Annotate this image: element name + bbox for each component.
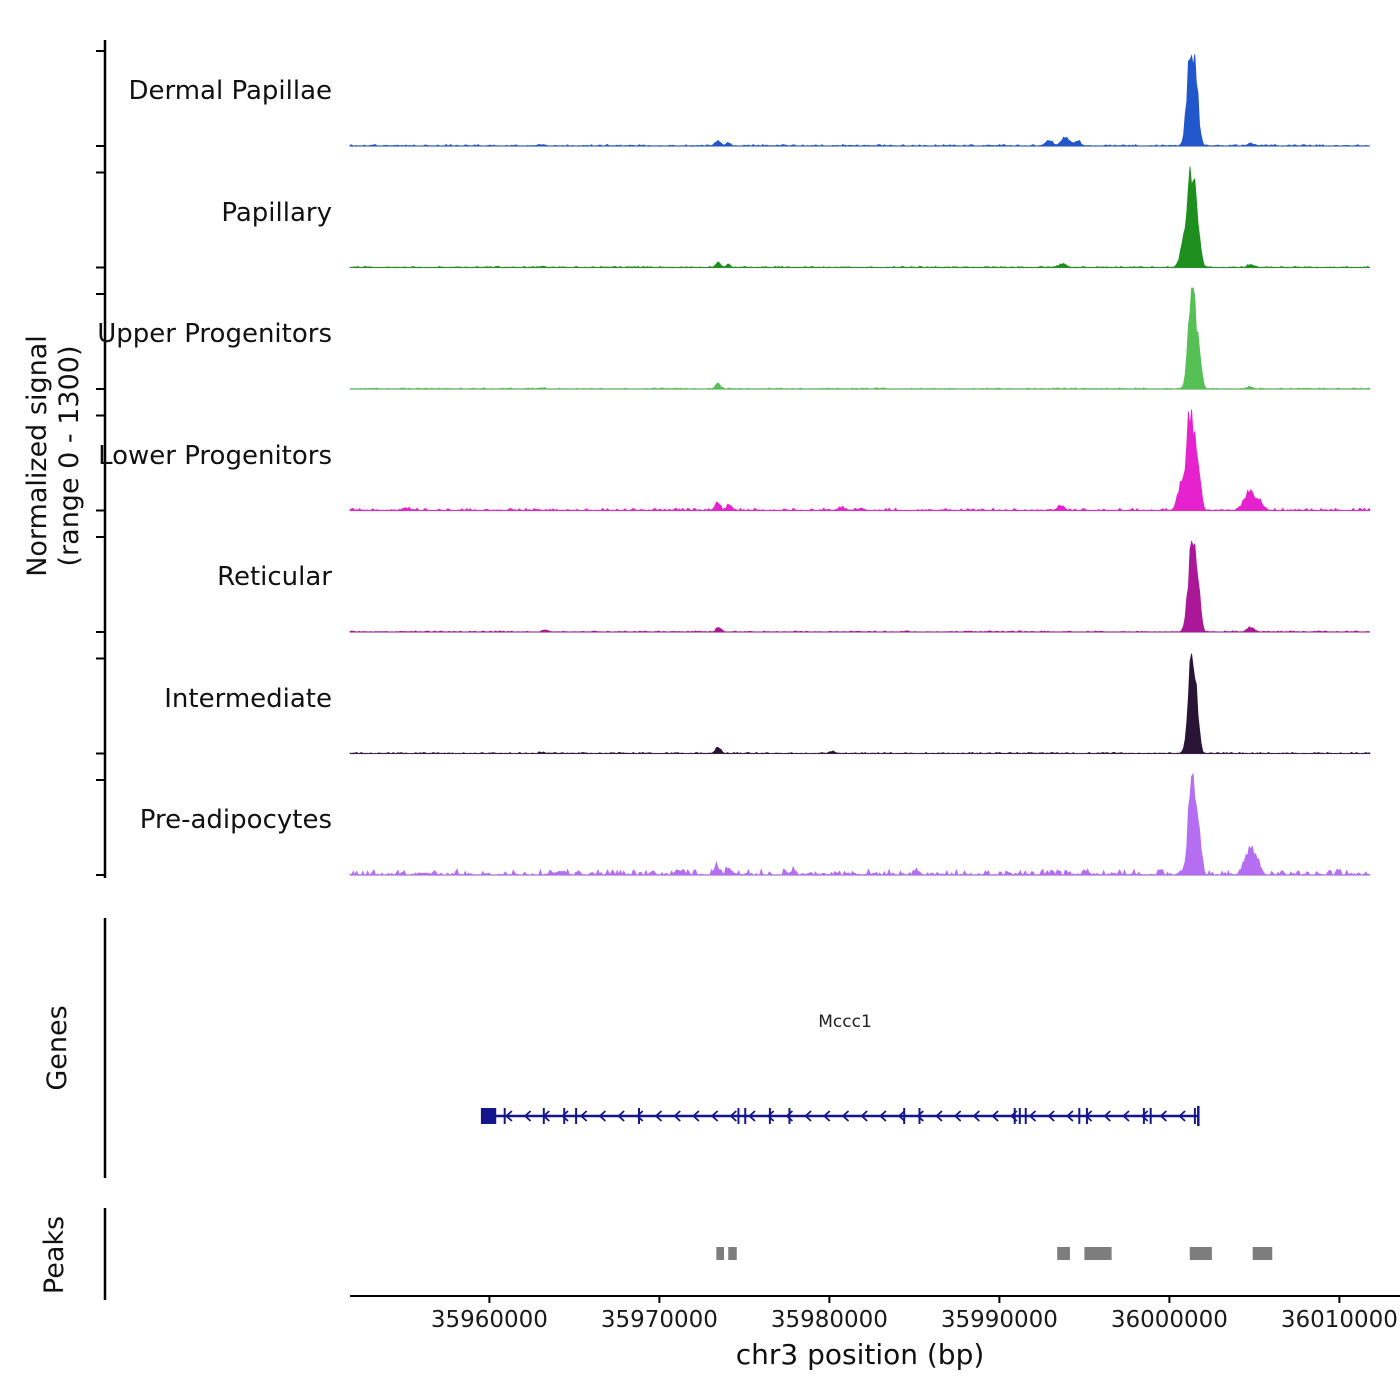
gene-strand-arrow bbox=[523, 1110, 532, 1122]
gene-strand-arrow bbox=[579, 1110, 588, 1122]
gene-strand-arrow bbox=[710, 1110, 719, 1122]
track-label-pre-adipocytes: Pre-adipocytes bbox=[139, 805, 332, 835]
track-signal-area bbox=[349, 166, 1371, 268]
track-signal-area bbox=[349, 540, 1371, 633]
gene-strand-arrow bbox=[1140, 1110, 1149, 1122]
gene-strand-arrow bbox=[785, 1110, 794, 1122]
gene-strand-arrow bbox=[822, 1110, 831, 1122]
track-label-dermal-papillae: Dermal Papillae bbox=[128, 76, 332, 106]
track-label-intermediate: Intermediate bbox=[164, 684, 332, 714]
gene-strand-arrow bbox=[692, 1110, 700, 1122]
gene-strand-arrow bbox=[1047, 1110, 1055, 1122]
gene-strand-arrow bbox=[635, 1110, 644, 1122]
x-axis-tick-label: 36010000 bbox=[1281, 1307, 1398, 1333]
x-axis-tick-label: 35970000 bbox=[601, 1307, 718, 1333]
track-signal-area bbox=[349, 409, 1371, 512]
gene-strand-arrow bbox=[1009, 1110, 1018, 1122]
track-label-lower-progenitors: Lower Progenitors bbox=[98, 441, 332, 471]
track-label-papillary: Papillary bbox=[221, 198, 332, 228]
gene-strand-arrow bbox=[748, 1110, 756, 1122]
peak-region-box bbox=[716, 1247, 724, 1260]
x-axis-tick-label: 36000000 bbox=[1111, 1307, 1228, 1333]
gene-strand-arrow bbox=[953, 1110, 962, 1122]
gene-strand-arrow bbox=[935, 1110, 943, 1122]
gene-strand-arrow bbox=[1066, 1110, 1074, 1122]
x-axis-tick-label: 35960000 bbox=[431, 1307, 548, 1333]
peak-region-box bbox=[1084, 1247, 1112, 1260]
gene-strand-arrow bbox=[916, 1110, 924, 1122]
peak-region-box bbox=[1252, 1247, 1273, 1260]
gene-utr-box bbox=[480, 1108, 497, 1124]
track-label-upper-progenitors: Upper Progenitors bbox=[97, 319, 332, 349]
gene-strand-arrow bbox=[729, 1110, 737, 1122]
track-signal-area bbox=[349, 287, 1371, 390]
peak-region-box bbox=[728, 1247, 737, 1260]
x-axis-tick-label: 35990000 bbox=[941, 1307, 1058, 1333]
gene-strand-arrow bbox=[841, 1110, 850, 1122]
gene-strand-arrow bbox=[673, 1110, 681, 1122]
track-label-reticular: Reticular bbox=[217, 562, 332, 592]
gene-name-label: Mccc1 bbox=[818, 1012, 872, 1032]
gene-strand-arrow bbox=[598, 1110, 607, 1122]
gene-strand-arrow bbox=[879, 1110, 887, 1122]
gene-strand-arrow bbox=[1159, 1110, 1168, 1122]
x-axis-tick-label: 35980000 bbox=[771, 1307, 888, 1333]
gene-strand-arrow bbox=[766, 1110, 775, 1122]
gene-strand-arrow bbox=[617, 1110, 625, 1122]
track-signal-area bbox=[349, 54, 1370, 147]
gene-strand-arrow bbox=[561, 1110, 569, 1122]
x-axis-title: chr3 position (bp) bbox=[735, 1338, 985, 1371]
gene-strand-arrow bbox=[654, 1110, 663, 1122]
gene-strand-arrow bbox=[972, 1110, 981, 1122]
gene-strand-arrow bbox=[991, 1110, 999, 1122]
gene-strand-arrow bbox=[897, 1110, 906, 1122]
gene-strand-arrow bbox=[542, 1110, 550, 1122]
gene-strand-arrow bbox=[1084, 1110, 1093, 1122]
gene-strand-arrow bbox=[860, 1110, 868, 1122]
peak-region-box bbox=[1057, 1247, 1070, 1260]
gene-strand-arrow bbox=[1103, 1110, 1111, 1122]
gene-strand-arrow bbox=[1028, 1110, 1037, 1122]
gene-strand-arrow bbox=[1122, 1110, 1130, 1122]
peak-region-box bbox=[1189, 1247, 1212, 1260]
track-signal-area bbox=[349, 772, 1371, 877]
gene-strand-arrow bbox=[505, 1110, 513, 1122]
peaks-section-label: Peaks bbox=[39, 1215, 70, 1295]
track-signal-area bbox=[349, 653, 1371, 754]
gene-strand-arrow bbox=[1178, 1110, 1186, 1122]
gene-strand-arrow bbox=[804, 1110, 812, 1122]
